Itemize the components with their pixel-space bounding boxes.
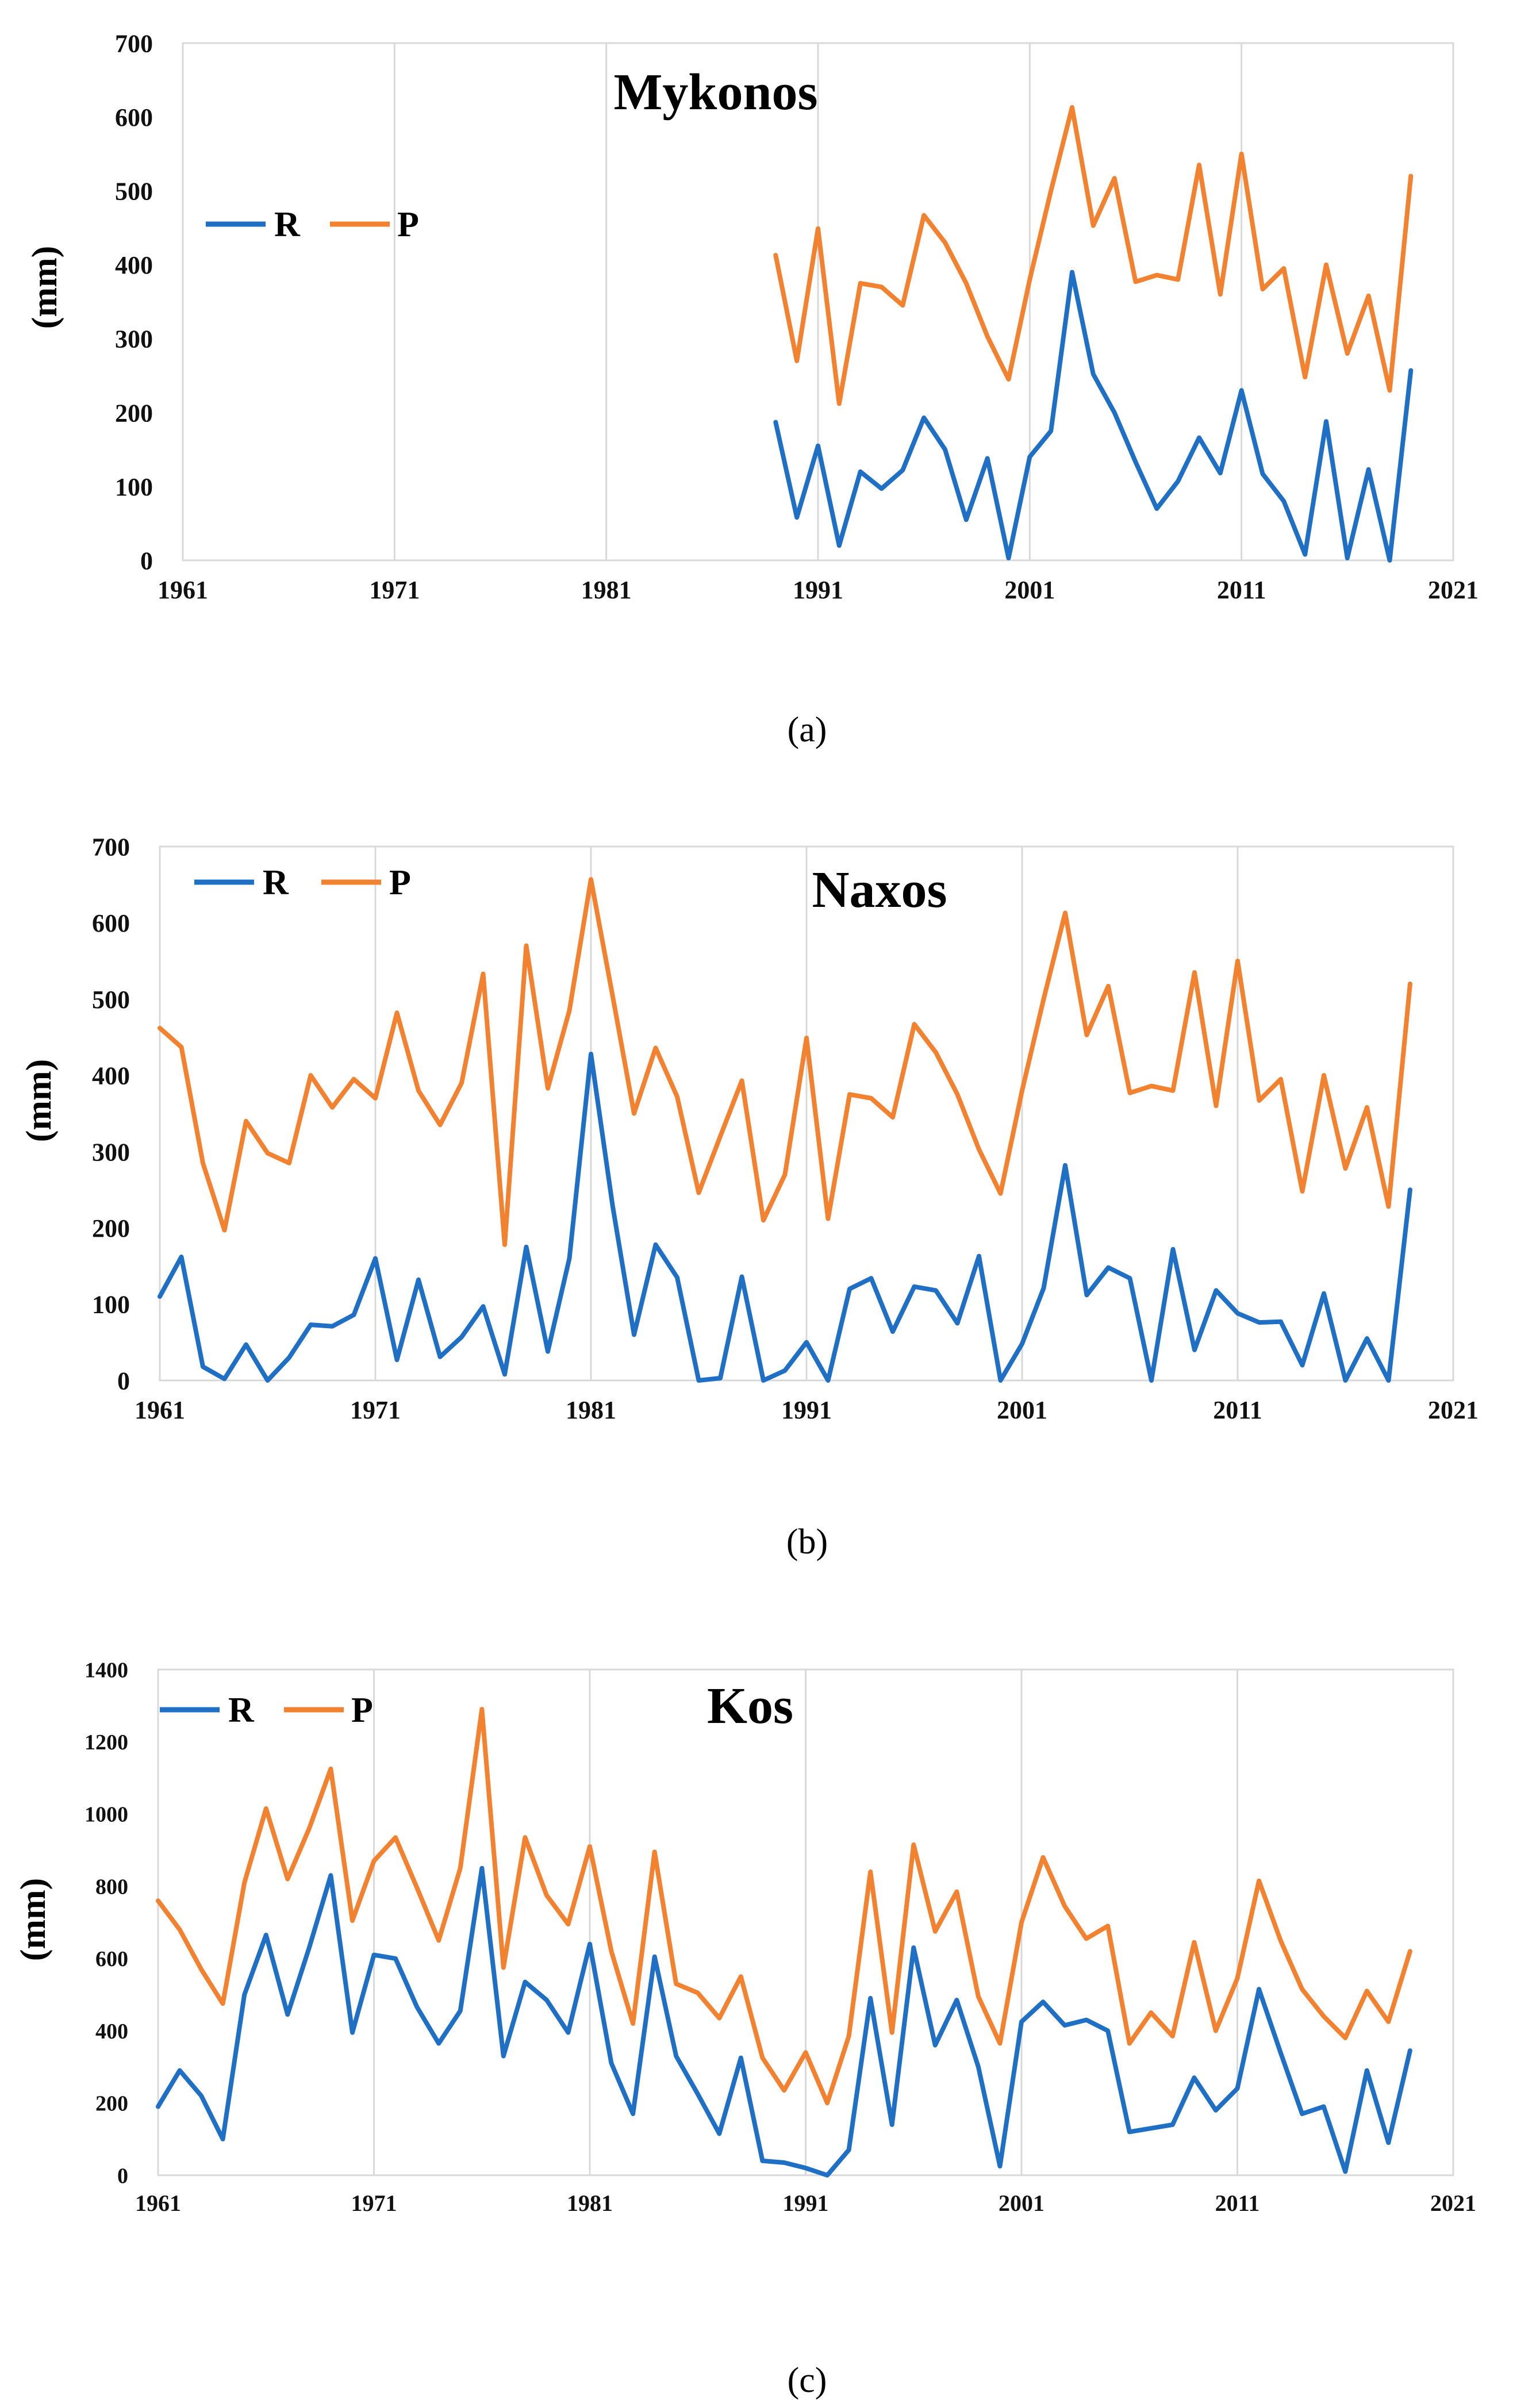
naxos-x-tick-label: 2001 bbox=[997, 1396, 1047, 1424]
naxos-grid bbox=[159, 845, 1454, 1382]
mykonos-grid bbox=[182, 42, 1454, 561]
kos-x-tick-label: 1981 bbox=[567, 2190, 613, 2216]
naxos-title: Naxos bbox=[812, 861, 947, 918]
naxos-x-tick-label: 1961 bbox=[135, 1396, 185, 1424]
kos-y-tick-label: 1400 bbox=[85, 1658, 128, 1682]
naxos-series bbox=[158, 877, 1412, 1383]
naxos-x-tick-label: 2021 bbox=[1428, 1396, 1479, 1424]
mykonos-y-tick-label: 100 bbox=[115, 473, 153, 501]
mykonos-caption: (a) bbox=[788, 710, 827, 749]
kos-y-tick-label: 800 bbox=[95, 1875, 128, 1899]
naxos-y-tick-label: 500 bbox=[92, 986, 130, 1014]
mykonos-x-tick-label: 1961 bbox=[158, 576, 208, 604]
naxos-legend-r-label: R bbox=[263, 863, 289, 902]
kos-x-tick-label: 2021 bbox=[1430, 2190, 1476, 2216]
mykonos-x-ticks: 1961 1971 1981 1991 2001 2011 2021 bbox=[158, 576, 1479, 604]
kos-x-tick-label: 1991 bbox=[783, 2190, 829, 2216]
kos-caption: (c) bbox=[788, 2361, 827, 2400]
mykonos-legend-p-label: P bbox=[397, 205, 419, 244]
kos-y-tick-label: 1000 bbox=[85, 1803, 128, 1827]
mykonos-y-tick-label: 200 bbox=[115, 399, 153, 427]
mykonos-series-r-line bbox=[773, 270, 1414, 563]
mykonos-y-tick-label: 600 bbox=[115, 103, 153, 132]
kos-y-tick-label: 200 bbox=[95, 2092, 128, 2116]
mykonos-legend-r-label: R bbox=[274, 205, 301, 244]
mykonos-x-tick-label: 2001 bbox=[1004, 576, 1055, 604]
mykonos-series bbox=[773, 105, 1414, 563]
naxos-caption: (b) bbox=[786, 1522, 828, 1561]
mykonos-x-tick-label: 2021 bbox=[1428, 576, 1479, 604]
mykonos-x-tick-label: 1991 bbox=[793, 576, 843, 604]
kos-legend-p-label: P bbox=[351, 1691, 373, 1730]
naxos-y-tick-label: 100 bbox=[92, 1291, 130, 1319]
kos-series bbox=[156, 1707, 1412, 2178]
mykonos-y-tick-label: 500 bbox=[115, 178, 153, 206]
naxos-series-p-line bbox=[158, 877, 1412, 1247]
mykonos-x-tick-label: 2011 bbox=[1217, 576, 1266, 604]
kos-series-r-line bbox=[156, 1865, 1412, 2178]
naxos-series-r-line bbox=[158, 1052, 1412, 1383]
mykonos-legend: R P bbox=[206, 205, 419, 244]
naxos-x-ticks: 1961 1971 1981 1991 2001 2011 2021 bbox=[135, 1396, 1479, 1424]
mykonos-title: Mykonos bbox=[613, 64, 817, 121]
kos-title: Kos bbox=[707, 1678, 793, 1734]
mykonos-y-ticks: 0 100 200 300 400 500 600 700 bbox=[115, 29, 153, 575]
kos-y-tick-label: 600 bbox=[95, 1947, 128, 1971]
panel-mykonos: 0 100 200 300 400 500 600 700 1961 1971 1981 1991 2… bbox=[25, 29, 1479, 749]
kos-y-tick-label: 0 bbox=[117, 2164, 128, 2188]
naxos-y-tick-label: 600 bbox=[92, 909, 130, 937]
naxos-x-tick-label: 1971 bbox=[350, 1396, 401, 1424]
mykonos-y-tick-label: 400 bbox=[115, 251, 153, 279]
kos-x-tick-label: 2011 bbox=[1215, 2190, 1260, 2216]
naxos-y-tick-label: 0 bbox=[117, 1367, 130, 1395]
naxos-legend: R P bbox=[194, 863, 411, 902]
kos-y-tick-label: 400 bbox=[95, 2020, 128, 2044]
kos-series-p-line bbox=[156, 1707, 1412, 2106]
naxos-x-tick-label: 2011 bbox=[1213, 1396, 1262, 1424]
kos-x-tick-label: 1961 bbox=[135, 2190, 181, 2216]
naxos-y-tick-label: 700 bbox=[92, 833, 130, 861]
kos-y-tick-label: 1200 bbox=[85, 1730, 128, 1755]
panel-naxos: 0 100 200 300 400 500 600 700 1961 1971 1981 1991 2… bbox=[20, 833, 1479, 1561]
mykonos-x-tick-label: 1971 bbox=[369, 576, 420, 604]
kos-legend-r-label: R bbox=[228, 1691, 255, 1730]
naxos-x-tick-label: 1981 bbox=[566, 1396, 616, 1424]
kos-x-ticks: 1961 1971 1981 1991 2001 2011 2021 bbox=[135, 2190, 1476, 2216]
naxos-y-tick-label: 200 bbox=[92, 1214, 130, 1243]
kos-x-tick-label: 2001 bbox=[999, 2190, 1044, 2216]
mykonos-series-p-line bbox=[773, 105, 1414, 406]
kos-x-tick-label: 1971 bbox=[351, 2190, 397, 2216]
naxos-x-tick-label: 1991 bbox=[781, 1396, 832, 1424]
mykonos-y-tick-label: 0 bbox=[140, 547, 153, 575]
naxos-y-tick-label: 300 bbox=[92, 1138, 130, 1166]
mykonos-y-tick-label: 300 bbox=[115, 325, 153, 353]
naxos-y-tick-label: 400 bbox=[92, 1062, 130, 1090]
mykonos-y-axis-label: (mm) bbox=[25, 246, 64, 329]
naxos-y-ticks: 0 100 200 300 400 500 600 700 bbox=[92, 833, 130, 1395]
kos-legend: R P bbox=[160, 1691, 373, 1730]
naxos-y-axis-label: (mm) bbox=[20, 1059, 59, 1143]
kos-y-axis-label: (mm) bbox=[14, 1878, 53, 1961]
kos-y-ticks: 0 200 400 600 800 1000 1200 1400 bbox=[85, 1658, 128, 2188]
mykonos-x-tick-label: 1981 bbox=[581, 576, 632, 604]
mykonos-y-tick-label: 700 bbox=[115, 29, 153, 57]
naxos-legend-p-label: P bbox=[389, 863, 411, 902]
